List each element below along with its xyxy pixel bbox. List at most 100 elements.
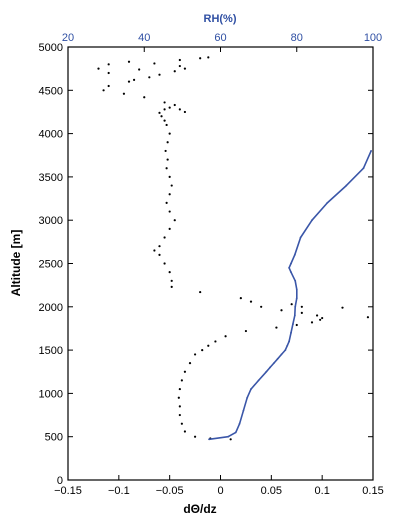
y-tick-label: 2000 — [39, 302, 63, 314]
gradient-point — [165, 201, 168, 204]
gradient-point — [163, 108, 166, 111]
data-marks — [97, 56, 372, 441]
rh-point — [345, 184, 348, 187]
gradient-point — [214, 340, 217, 343]
rh-point — [284, 349, 287, 351]
gradient-point — [300, 311, 303, 314]
rh-point — [246, 396, 249, 399]
gradient-point — [127, 60, 131, 63]
gradient-point — [107, 84, 110, 88]
gradient-point — [127, 80, 131, 83]
gradient-point — [366, 316, 370, 319]
rh-point — [292, 323, 294, 326]
gradient-point — [183, 67, 187, 70]
rh-point — [290, 262, 292, 265]
gradient-point — [199, 57, 202, 60]
gradient-point — [168, 132, 171, 135]
rh-point — [238, 422, 241, 425]
gradient-point — [319, 318, 322, 321]
gradient-point — [107, 71, 110, 75]
top-axis-label: RH(%) — [204, 13, 237, 25]
gradient-point — [239, 297, 242, 300]
y-tick-label: 3000 — [39, 215, 63, 227]
rh-point — [242, 409, 245, 412]
rh-point — [286, 344, 289, 347]
rh-point — [257, 379, 260, 382]
gradient-point — [249, 300, 253, 303]
gradient-point — [207, 344, 210, 347]
gradient-point — [178, 387, 181, 391]
top-tick-label: 20 — [62, 32, 74, 44]
gradient-point — [244, 329, 248, 333]
gradient-point — [170, 184, 173, 187]
gradient-point — [310, 321, 314, 324]
gradient-point — [300, 305, 303, 308]
gradient-point — [180, 379, 183, 382]
gradient-point — [166, 141, 169, 144]
gradient-point — [160, 115, 163, 118]
gradient-point — [158, 111, 161, 114]
x-tick-label: 0 — [217, 485, 223, 497]
y-tick-label: 0 — [57, 475, 63, 487]
gradient-point — [168, 210, 171, 213]
gradient-point — [183, 370, 187, 373]
gradient-point — [295, 323, 298, 327]
rh-point — [299, 236, 302, 239]
gradient-point — [180, 422, 183, 425]
gradient-point — [132, 78, 136, 82]
rh-point — [290, 331, 292, 334]
gradient-point — [122, 92, 126, 95]
x-tick-label: −0.05 — [156, 485, 184, 497]
gradient-point — [177, 396, 180, 399]
gradient-point — [153, 249, 156, 252]
gradient-point — [102, 89, 105, 92]
gradient-point — [173, 70, 176, 73]
top-tick-label: 80 — [291, 32, 303, 44]
gradient-point — [275, 326, 278, 329]
y-tick-label: 4000 — [39, 129, 63, 141]
y-tick-label: 1500 — [39, 345, 63, 357]
gradient-point — [207, 56, 210, 59]
gradient-point — [153, 62, 156, 65]
gradient-point — [165, 123, 168, 127]
rh-point — [276, 357, 279, 360]
gradient-point — [321, 316, 324, 320]
rh-point — [326, 201, 329, 204]
gradient-point — [178, 64, 181, 68]
rh-point — [265, 370, 268, 373]
rh-point — [293, 314, 296, 317]
rh-point — [269, 366, 271, 369]
gradient-point — [168, 271, 171, 274]
rh-point — [290, 271, 292, 274]
rh-point — [294, 279, 297, 282]
rh-point — [370, 150, 372, 152]
gradient-point — [168, 227, 171, 230]
y-tick-label: 5000 — [39, 42, 63, 54]
x-tick-label: 0.15 — [362, 485, 383, 497]
gradient-point — [158, 253, 161, 256]
gradient-point — [107, 63, 110, 66]
y-tick-label: 1000 — [39, 388, 63, 400]
rh-point — [280, 353, 283, 356]
rh-point — [295, 297, 298, 300]
rh-point — [362, 167, 365, 170]
rh-point — [234, 431, 237, 434]
gradient-point — [168, 193, 171, 196]
gradient-point — [178, 108, 181, 111]
gradient-point — [168, 175, 171, 178]
rh-point — [294, 305, 297, 308]
top-tick-label: 100 — [364, 32, 382, 44]
gradient-point — [163, 101, 166, 104]
gradient-point — [143, 96, 146, 99]
y-axis-label: Altitude [m] — [9, 230, 23, 297]
gradient-point — [183, 430, 187, 433]
gradient-point — [173, 103, 176, 107]
gradient-point — [260, 305, 263, 308]
x-tick-label: 0.1 — [315, 485, 330, 497]
gradient-point — [229, 438, 232, 441]
gradient-point — [315, 314, 319, 317]
gradient-point — [183, 110, 187, 114]
gradient-point — [280, 309, 283, 312]
